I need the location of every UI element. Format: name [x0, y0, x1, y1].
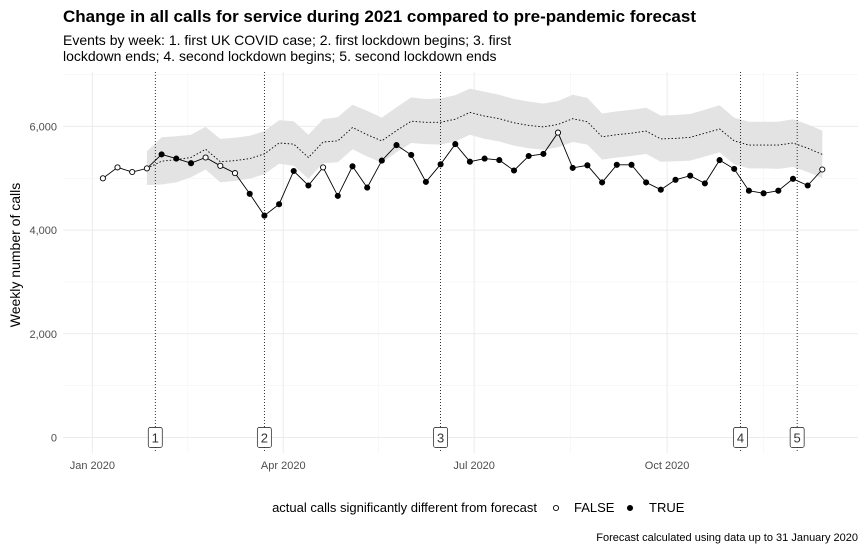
data-point-significant [290, 167, 297, 175]
data-point-not-significant [99, 175, 106, 182]
data-point-significant [276, 201, 283, 208]
data-point-significant [775, 187, 782, 194]
event-box-1 [147, 427, 163, 448]
event-box-5 [789, 427, 805, 448]
data-point-significant [246, 190, 253, 197]
data-point-significant [481, 155, 488, 162]
data-point-significant [525, 152, 532, 160]
forecast-line [146, 111, 823, 169]
plot-points [99, 129, 826, 219]
chart-subtitle-line-1: Events by week: 1. first UK COVID case; … [63, 32, 511, 48]
event-box-3 [433, 427, 448, 448]
data-point-significant [158, 151, 165, 158]
data-point-significant [496, 157, 503, 164]
data-point-significant [378, 157, 385, 164]
axis-ticks: 0 2,000 4,000 6,000 Jan 2020 Apr 2020 Jul 2020… [29, 121, 689, 472]
y-tick-label: 6,000 [29, 121, 57, 133]
data-point-significant [408, 151, 415, 158]
x-tick-label: Apr 2020 [261, 460, 306, 472]
data-point-significant [540, 150, 547, 157]
data-point-not-significant [819, 166, 826, 173]
legend-label-true: TRUE [649, 500, 685, 515]
data-point-not-significant [114, 164, 121, 171]
data-point-significant [452, 141, 459, 148]
y-tick-label: 2,000 [29, 329, 57, 341]
data-point-significant [672, 176, 679, 183]
data-point-significant [613, 161, 620, 168]
data-point-not-significant [231, 170, 239, 177]
data-point-significant [305, 182, 312, 189]
data-point-significant [437, 161, 444, 168]
data-point-significant [173, 155, 180, 162]
y-tick-label: 4,000 [29, 225, 57, 237]
data-point-significant [643, 179, 650, 186]
data-point-significant [657, 186, 664, 193]
data-point-significant [422, 178, 429, 185]
data-point-not-significant [217, 162, 224, 169]
event-label-1: 1 [152, 430, 159, 445]
x-tick-label: Oct 2020 [645, 460, 690, 472]
chart-title: Change in all calls for service during 2… [63, 7, 696, 26]
x-tick-label: Jul 2020 [453, 460, 495, 472]
data-point-significant [349, 163, 356, 170]
y-axis-title: Weekly number of calls [7, 183, 23, 327]
data-point-significant [599, 179, 606, 186]
data-point-not-significant [320, 164, 327, 171]
event-box-2 [256, 427, 272, 448]
chart-caption: Forecast calculated using data up to 31 … [596, 532, 858, 544]
legend-key-false [552, 504, 560, 512]
legend-key-true [626, 504, 634, 512]
data-point-significant [716, 157, 723, 164]
legend-label-false: FALSE [574, 500, 615, 515]
data-point-significant [789, 175, 797, 182]
data-point-not-significant [129, 168, 136, 176]
legend: actual calls significantly different fro… [272, 500, 685, 515]
data-point-significant [760, 190, 767, 197]
data-point-significant [334, 192, 341, 199]
data-point-significant [628, 161, 635, 168]
data-point-significant [701, 180, 708, 187]
forecast-interval-band [146, 88, 823, 185]
data-point-significant [687, 172, 694, 179]
event-label-4: 4 [737, 430, 744, 445]
data-point-not-significant [143, 165, 150, 172]
data-point-significant [731, 165, 738, 172]
chart-subtitle-line-2: lockdown ends; 4. second lockdown begins… [63, 48, 497, 64]
data-point-significant [364, 184, 371, 191]
event-label-3: 3 [437, 430, 444, 445]
data-point-significant [584, 162, 591, 169]
data-point-significant [569, 164, 576, 171]
data-point-significant [745, 187, 752, 194]
x-tick-label: Jan 2020 [70, 460, 115, 472]
data-point-significant [393, 142, 400, 149]
data-point-not-significant [202, 154, 209, 161]
data-point-significant [510, 167, 518, 174]
forecast-band [146, 88, 823, 185]
event-label-2: 2 [261, 430, 268, 445]
event-box-4 [733, 427, 748, 448]
event-markers: 1 2 3 4 5 [147, 72, 805, 453]
data-point-significant [187, 160, 195, 167]
legend-title: actual calls significantly different fro… [272, 500, 537, 515]
data-point-not-significant [554, 129, 562, 136]
y-tick-label: 0 [51, 432, 57, 444]
event-label-5: 5 [794, 430, 801, 445]
data-point-significant [466, 158, 473, 165]
data-point-significant [804, 182, 811, 189]
